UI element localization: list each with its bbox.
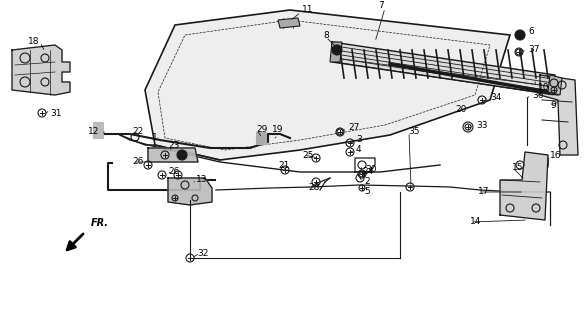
Text: 27: 27 xyxy=(348,123,359,132)
Text: 22: 22 xyxy=(132,127,143,137)
Text: 2: 2 xyxy=(364,178,370,187)
Text: 26: 26 xyxy=(168,167,180,177)
Text: 6: 6 xyxy=(528,28,534,36)
Text: 12: 12 xyxy=(88,127,99,137)
Text: 17: 17 xyxy=(478,188,490,196)
Text: 21: 21 xyxy=(278,161,289,170)
Text: 3: 3 xyxy=(356,135,362,145)
Text: 24: 24 xyxy=(362,167,373,177)
Text: 37: 37 xyxy=(528,45,539,54)
Text: 28: 28 xyxy=(308,183,319,193)
Text: 15: 15 xyxy=(512,164,524,172)
Text: 14: 14 xyxy=(470,218,481,227)
Text: 7: 7 xyxy=(378,2,384,11)
Text: 9: 9 xyxy=(550,100,556,109)
Polygon shape xyxy=(500,152,548,220)
Text: 1: 1 xyxy=(152,132,158,141)
Text: 16: 16 xyxy=(550,150,562,159)
Text: 8: 8 xyxy=(323,31,329,41)
Text: 36: 36 xyxy=(532,91,544,100)
Text: 11: 11 xyxy=(302,5,313,14)
Polygon shape xyxy=(548,75,562,95)
Circle shape xyxy=(177,150,187,160)
Bar xyxy=(256,132,266,144)
Polygon shape xyxy=(330,42,342,62)
Polygon shape xyxy=(148,148,198,162)
Text: 23: 23 xyxy=(168,140,180,149)
Polygon shape xyxy=(540,75,578,155)
Polygon shape xyxy=(145,10,510,160)
Text: 4: 4 xyxy=(356,146,362,155)
Text: FR.: FR. xyxy=(91,218,109,228)
Polygon shape xyxy=(12,45,70,95)
Text: 20: 20 xyxy=(455,106,467,115)
Text: 30: 30 xyxy=(365,165,376,174)
Text: 29: 29 xyxy=(256,125,267,134)
Text: 18: 18 xyxy=(28,37,39,46)
Circle shape xyxy=(332,45,342,55)
Text: 19: 19 xyxy=(272,125,284,134)
Text: 25: 25 xyxy=(302,150,313,159)
Bar xyxy=(93,122,103,138)
Polygon shape xyxy=(168,178,212,205)
Text: 5: 5 xyxy=(364,188,370,196)
Text: 32: 32 xyxy=(197,249,208,258)
Text: 31: 31 xyxy=(50,108,62,117)
Text: 33: 33 xyxy=(476,121,487,130)
Text: 10: 10 xyxy=(538,84,549,92)
Polygon shape xyxy=(332,42,558,95)
Text: 35: 35 xyxy=(408,127,420,137)
Text: 13: 13 xyxy=(196,175,207,185)
Text: 34: 34 xyxy=(490,93,501,102)
Text: 26: 26 xyxy=(132,157,143,166)
Circle shape xyxy=(515,30,525,40)
Polygon shape xyxy=(278,18,300,28)
